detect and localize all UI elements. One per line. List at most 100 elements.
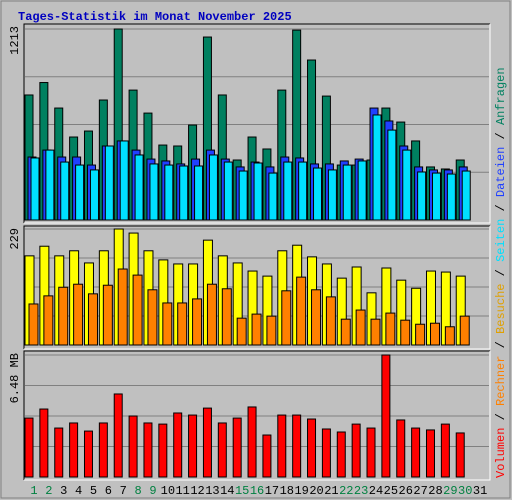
- bar: [177, 302, 188, 346]
- legend-separator: /: [494, 406, 508, 428]
- bar: [355, 309, 366, 346]
- bar: [221, 288, 232, 346]
- legend-entry: Rechner: [494, 356, 508, 406]
- bar: [28, 303, 39, 346]
- legend-entry: Anfragen: [494, 67, 508, 125]
- panel-shadow: [23, 225, 490, 349]
- x-tick-label: 29: [443, 484, 457, 498]
- bar: [440, 423, 450, 478]
- bar: [311, 289, 322, 346]
- panel-light: [24, 24, 491, 224]
- bar: [381, 354, 391, 478]
- x-tick-label: 3: [60, 484, 67, 498]
- bar: [400, 319, 411, 346]
- legend-entry: Seiten: [494, 219, 508, 262]
- x-tick-label: 18: [280, 484, 294, 498]
- bar: [266, 315, 277, 346]
- bar: [387, 129, 397, 221]
- bar: [402, 149, 412, 221]
- legend-separator: /: [494, 262, 508, 284]
- bar: [149, 163, 159, 221]
- bar: [45, 149, 55, 221]
- x-tick-label: 28: [428, 484, 442, 498]
- x-tick-label: 27: [413, 484, 427, 498]
- bar: [327, 169, 337, 221]
- bar: [307, 418, 317, 478]
- x-tick-label: 1: [30, 484, 37, 498]
- bar: [134, 154, 144, 221]
- bar: [89, 169, 99, 221]
- y-tick-label: 229: [8, 228, 22, 250]
- bar: [253, 162, 263, 221]
- legend-separator: /: [494, 197, 508, 219]
- bar: [268, 172, 278, 221]
- bar: [60, 161, 70, 221]
- bar: [340, 318, 351, 346]
- x-tick-label: 30: [458, 484, 472, 498]
- bar: [296, 276, 307, 346]
- legend-entry: Volumen: [494, 428, 508, 478]
- bar: [417, 171, 427, 221]
- bar: [283, 161, 293, 221]
- bar: [83, 430, 93, 478]
- bar: [325, 296, 336, 346]
- legend-entry: Dateien: [494, 147, 508, 197]
- legend-text: Volumen / Rechner / Besuche / Seiten / D…: [494, 67, 508, 478]
- bar: [58, 286, 69, 346]
- bar: [232, 417, 242, 478]
- x-tick-label: 22: [339, 484, 353, 498]
- x-tick-label: 20: [309, 484, 323, 498]
- bar: [147, 289, 158, 346]
- bar: [370, 318, 381, 346]
- bar: [102, 284, 113, 346]
- bar: [24, 417, 34, 478]
- x-tick-label: 10: [161, 484, 175, 498]
- x-tick-label: 23: [354, 484, 368, 498]
- panel-shadow: [23, 23, 490, 223]
- bar: [208, 154, 218, 221]
- bar: [164, 164, 174, 221]
- y-tick-label: 6.48 MB: [8, 353, 22, 403]
- x-tick-label: 16: [250, 484, 264, 498]
- bar: [113, 393, 123, 478]
- panel-light: [24, 351, 491, 481]
- bar: [425, 429, 435, 478]
- bar: [75, 164, 85, 221]
- chart-title: Tages-Statistik im Monat November 2025: [18, 10, 292, 24]
- bar: [411, 427, 421, 478]
- bar: [321, 428, 331, 478]
- panel-shadow: [23, 350, 490, 480]
- bar: [366, 427, 376, 478]
- y-tick-label: 1213: [8, 26, 22, 55]
- bar: [173, 412, 183, 478]
- bar: [162, 302, 173, 346]
- bar: [206, 283, 217, 346]
- x-tick-label: 15: [235, 484, 249, 498]
- x-tick-label: 21: [324, 484, 338, 498]
- bar: [429, 322, 440, 346]
- bar: [357, 160, 367, 221]
- bar: [277, 414, 287, 478]
- x-tick-label: 11: [175, 484, 189, 498]
- x-tick-label: 31: [473, 484, 487, 498]
- bar: [455, 432, 465, 478]
- bar: [446, 173, 456, 221]
- bar: [415, 323, 426, 346]
- x-tick-label: 13: [205, 484, 219, 498]
- bar: [223, 161, 233, 221]
- bar: [342, 164, 352, 221]
- bar: [431, 172, 441, 221]
- legend: Volumen / Rechner / Besuche / Seiten / D…: [494, 67, 508, 478]
- x-tick-label: 6: [105, 484, 112, 498]
- bar: [238, 170, 248, 221]
- x-tick-label: 25: [384, 484, 398, 498]
- bar: [461, 170, 471, 221]
- x-tick-label: 8: [134, 484, 141, 498]
- x-tick-label: 24: [369, 484, 383, 498]
- bar: [192, 298, 203, 346]
- bar: [73, 283, 84, 346]
- bar: [444, 326, 455, 346]
- bar: [104, 145, 114, 221]
